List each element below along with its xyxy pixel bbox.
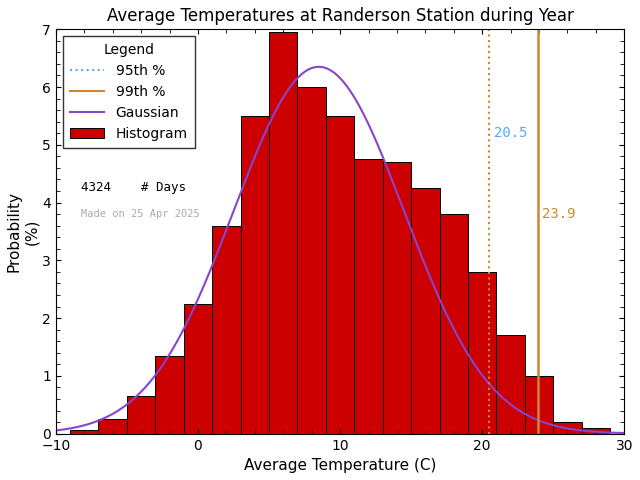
Title: Average Temperatures at Randerson Station during Year: Average Temperatures at Randerson Statio…	[107, 7, 573, 25]
Bar	[99, 419, 127, 433]
Bar	[468, 272, 497, 433]
Bar	[411, 188, 440, 433]
Text: 4324    # Days: 4324 # Days	[81, 181, 186, 194]
Text: Made on 25 Apr 2025: Made on 25 Apr 2025	[81, 209, 200, 219]
Bar	[241, 116, 269, 433]
Bar	[298, 87, 326, 433]
Bar	[383, 162, 411, 433]
Bar	[127, 396, 156, 433]
X-axis label: Average Temperature (C): Average Temperature (C)	[244, 458, 436, 473]
Bar	[156, 356, 184, 433]
Bar	[582, 428, 610, 433]
Bar	[326, 116, 355, 433]
Bar	[440, 214, 468, 433]
Bar	[355, 159, 383, 433]
Legend: 95th %, 99th %, Gaussian, Histogram: 95th %, 99th %, Gaussian, Histogram	[63, 36, 195, 148]
Bar	[269, 32, 298, 433]
Bar	[70, 430, 99, 433]
Text: 20.5: 20.5	[493, 126, 527, 140]
Text: 23.9: 23.9	[542, 207, 575, 221]
Bar	[212, 226, 241, 433]
Bar	[525, 376, 553, 433]
Bar	[184, 304, 212, 433]
Y-axis label: Probability
(%): Probability (%)	[7, 191, 39, 272]
Bar	[553, 422, 582, 433]
Bar	[497, 336, 525, 433]
